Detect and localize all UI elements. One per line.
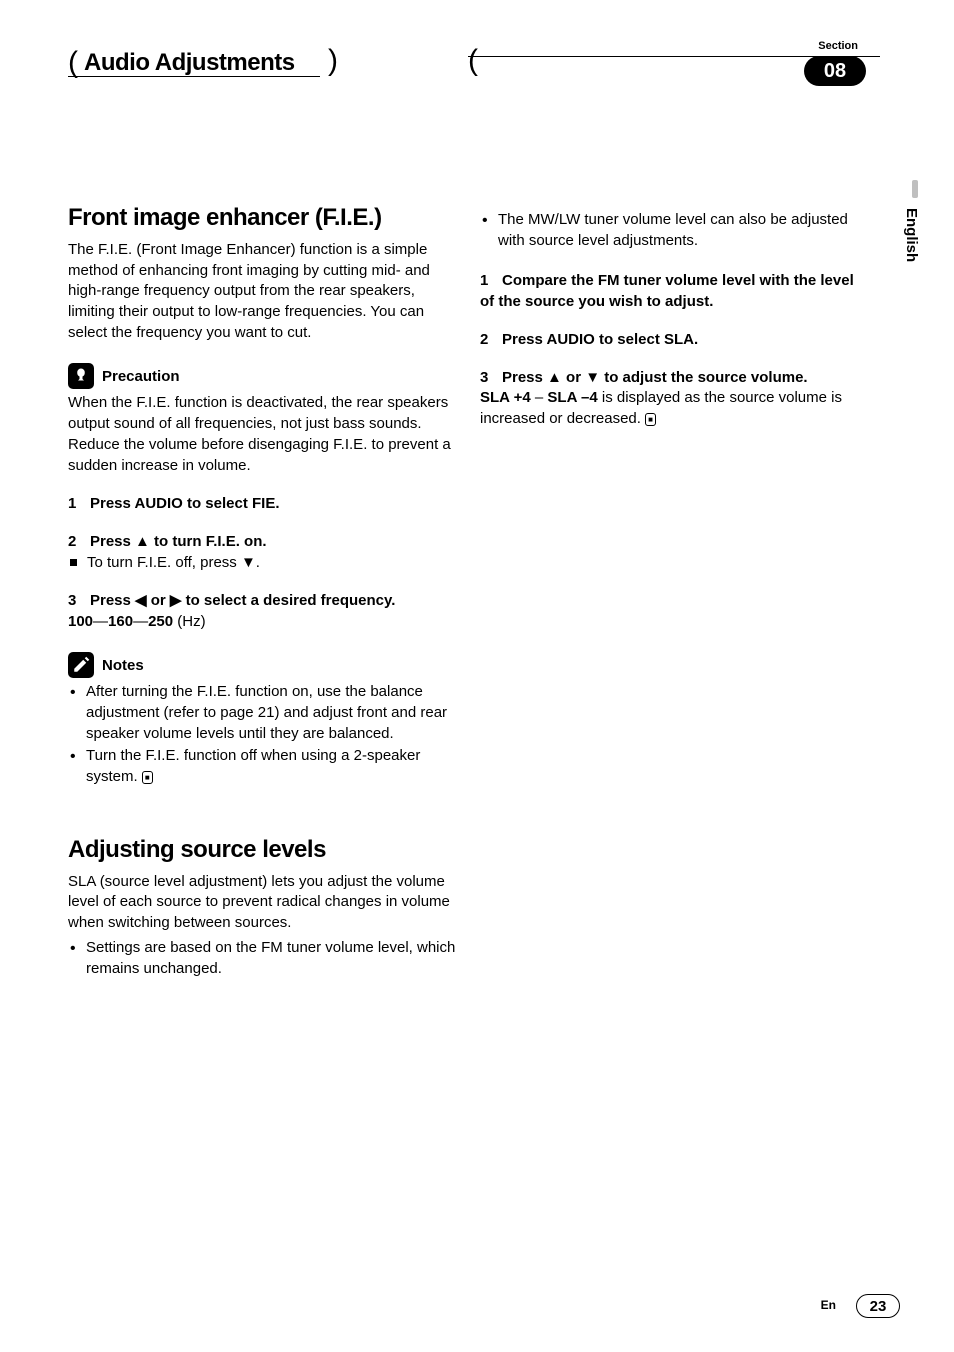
fie-step2: 2Press ▲ to turn F.I.E. on. <box>68 532 456 552</box>
column-left: Front image enhancer (F.I.E.) The F.I.E.… <box>68 204 456 981</box>
sla-bullets: Settings are based on the FM tuner volum… <box>68 938 456 979</box>
col2-bullet1-text: The MW/LW tuner volume level can also be… <box>498 211 848 249</box>
footer-language: En <box>821 1298 836 1312</box>
end-marker-icon <box>142 771 153 784</box>
square-bullet-icon <box>70 559 77 566</box>
section-number-badge: 08 <box>804 56 866 86</box>
notes-icon <box>68 652 94 678</box>
content-columns: Front image enhancer (F.I.E.) The F.I.E.… <box>68 204 906 981</box>
page: ( Audio Adjustments ) ( Section 08 Engli… <box>0 0 954 1352</box>
header-title: Audio Adjustments <box>84 49 295 77</box>
header-rule <box>68 76 320 77</box>
paren-right-icon: ) <box>328 44 338 78</box>
notes-label: Notes <box>102 657 144 674</box>
column-right: The MW/LW tuner volume level can also be… <box>480 204 868 981</box>
page-header: ( Audio Adjustments ) ( Section 08 <box>68 40 906 94</box>
language-tab-marker <box>912 180 918 198</box>
freq-unit: (Hz) <box>173 613 206 630</box>
col2-bullet: The MW/LW tuner volume level can also be… <box>498 210 868 251</box>
heading-sla: Adjusting source levels <box>68 836 456 864</box>
note2-text: Turn the F.I.E. function off when using … <box>86 747 420 785</box>
sla-step3: 3Press ▲ or ▼ to adjust the source volum… <box>480 368 868 388</box>
language-label: English <box>903 208 920 262</box>
sla-plus4: SLA +4 <box>480 389 531 406</box>
fie-step2-sub-text: To turn F.I.E. off, press ▼. <box>87 554 260 571</box>
sla-dash: – <box>531 389 548 406</box>
fie-intro: The F.I.E. (Front Image Enhancer) functi… <box>68 240 456 343</box>
precaution-icon <box>68 363 94 389</box>
precaution-callout: Precaution <box>68 363 456 389</box>
section-label: Section <box>818 40 858 52</box>
sla-step1-text: Compare the FM tuner volume level with t… <box>480 272 854 309</box>
col2-bullets: The MW/LW tuner volume level can also be… <box>480 210 868 251</box>
footer-page-number: 23 <box>856 1294 900 1318</box>
end-marker-icon <box>645 413 656 426</box>
precaution-label: Precaution <box>102 368 180 385</box>
fie-step1-text: Press AUDIO to select FIE. <box>90 495 280 512</box>
sla-bullet: Settings are based on the FM tuner volum… <box>86 938 456 979</box>
note-item: Turn the F.I.E. function off when using … <box>86 746 456 787</box>
sla-step2-text: Press AUDIO to select SLA. <box>502 331 698 348</box>
heading-fie: Front image enhancer (F.I.E.) <box>68 204 456 232</box>
sla-step3-text: Press ▲ or ▼ to adjust the source volume… <box>502 369 808 386</box>
freq-100: 100 <box>68 613 93 630</box>
freq-250: 250 <box>148 613 173 630</box>
note-item: After turning the F.I.E. function on, us… <box>86 682 456 744</box>
header-title-wrap: ( Audio Adjustments <box>68 46 295 80</box>
fie-step1: 1Press AUDIO to select FIE. <box>68 494 456 514</box>
sla-step3-sub: SLA +4 – SLA –4 is displayed as the sour… <box>480 388 868 429</box>
fie-step3-values: 100—160—250 (Hz) <box>68 612 456 633</box>
fie-step2-sub: To turn F.I.E. off, press ▼. <box>68 553 456 574</box>
freq-160: 160 <box>108 613 133 630</box>
paren-left-icon: ( <box>68 46 78 80</box>
sla-intro: SLA (source level adjustment) lets you a… <box>68 872 456 934</box>
sla-minus4: SLA –4 <box>547 389 597 406</box>
sla-step1: 1Compare the FM tuner volume level with … <box>480 271 868 312</box>
notes-list: After turning the F.I.E. function on, us… <box>68 682 456 787</box>
notes-callout: Notes <box>68 652 456 678</box>
fie-step3-text: Press ◀ or ▶ to select a desired frequen… <box>90 592 395 609</box>
note1-text: After turning the F.I.E. function on, us… <box>86 683 447 741</box>
fie-step2-text: Press ▲ to turn F.I.E. on. <box>90 533 267 550</box>
fie-step3: 3Press ◀ or ▶ to select a desired freque… <box>68 591 456 611</box>
precaution-body: When the F.I.E. function is deactivated,… <box>68 393 456 476</box>
sla-step2: 2Press AUDIO to select SLA. <box>480 330 868 350</box>
sla-bullet1-text: Settings are based on the FM tuner volum… <box>86 939 455 977</box>
paren-left2-icon: ( <box>468 44 478 78</box>
